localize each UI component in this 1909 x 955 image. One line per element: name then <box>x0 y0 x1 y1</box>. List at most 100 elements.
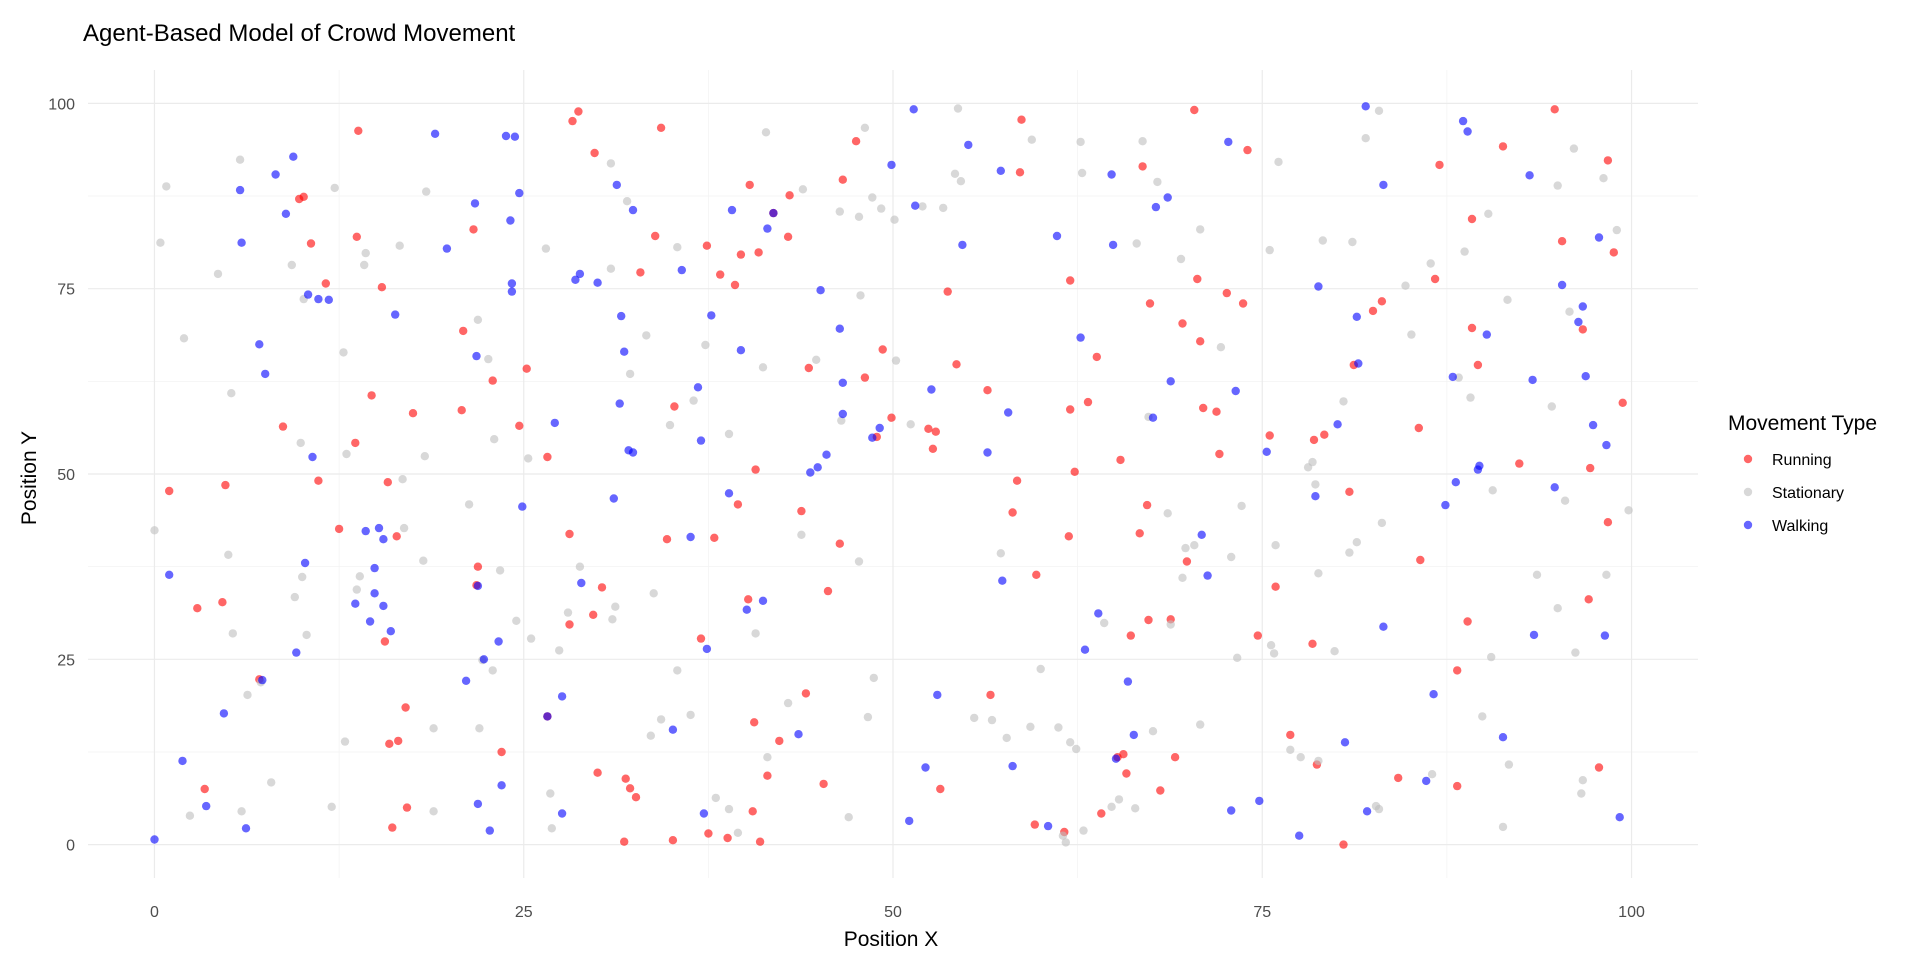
point-running <box>668 836 678 845</box>
point-walking <box>1151 202 1161 212</box>
point-running <box>408 409 418 418</box>
point-stationary <box>996 549 1005 558</box>
point-walking <box>628 205 638 215</box>
point-stationary <box>1503 295 1512 304</box>
point-running <box>522 364 531 373</box>
point-walking <box>1227 806 1236 815</box>
point-running <box>1196 337 1205 346</box>
point-walking <box>1557 280 1567 290</box>
point-stationary <box>854 557 864 566</box>
point-running <box>656 123 666 132</box>
point-walking <box>507 279 517 288</box>
point-stationary <box>1487 652 1496 662</box>
point-running <box>1253 631 1263 640</box>
point-running <box>1012 476 1022 485</box>
point-running <box>1430 274 1440 284</box>
point-walking <box>308 452 317 462</box>
point-running <box>1308 639 1317 648</box>
point-stationary <box>495 566 505 575</box>
point-walking <box>202 801 211 811</box>
point-walking <box>281 209 291 218</box>
point-walking <box>1043 821 1053 831</box>
point-running <box>597 583 607 592</box>
point-walking <box>1311 492 1320 501</box>
point-running <box>755 837 765 846</box>
point-running <box>1066 276 1075 285</box>
point-running <box>1586 463 1595 473</box>
point-walking <box>1429 690 1438 699</box>
x-tick-label: 75 <box>1253 904 1271 921</box>
point-stationary <box>179 334 189 343</box>
point-walking <box>983 448 992 457</box>
point-running <box>887 413 896 422</box>
point-running <box>394 736 403 746</box>
point-stationary <box>970 713 979 723</box>
point-stationary <box>398 475 407 484</box>
point-running <box>299 192 308 201</box>
point-running <box>574 107 583 116</box>
point-stationary <box>689 396 698 405</box>
point-running <box>801 689 811 698</box>
point-walking <box>1525 171 1534 180</box>
point-stationary <box>856 291 865 300</box>
point-stationary <box>327 802 336 811</box>
y-tick-label: 50 <box>57 467 75 484</box>
point-stationary <box>1599 174 1608 183</box>
point-walking <box>1602 440 1611 450</box>
point-running <box>1453 666 1462 675</box>
point-running <box>1265 431 1274 440</box>
point-running <box>1414 423 1424 433</box>
point-walking <box>485 826 494 835</box>
point-stationary <box>1504 760 1514 769</box>
point-running <box>878 345 887 354</box>
point-walking <box>1458 116 1468 126</box>
point-stationary <box>608 615 617 624</box>
point-stationary <box>1237 501 1246 511</box>
point-walking <box>615 399 624 408</box>
point-walking <box>758 596 768 605</box>
point-walking <box>351 599 360 608</box>
legend-key-stationary <box>1743 487 1753 497</box>
point-running <box>783 232 793 241</box>
point-running <box>1286 730 1295 740</box>
point-stationary <box>656 715 666 724</box>
point-running <box>321 279 330 288</box>
point-running <box>565 620 574 629</box>
point-stationary <box>1547 402 1557 411</box>
point-running <box>621 774 630 783</box>
point-walking <box>1463 127 1472 136</box>
point-walking <box>1475 461 1484 470</box>
point-stationary <box>1460 247 1469 256</box>
point-running <box>1345 487 1354 496</box>
point-walking <box>1295 831 1304 840</box>
point-running <box>745 180 754 190</box>
point-stationary <box>1577 789 1586 798</box>
point-stationary <box>1569 144 1579 153</box>
point-running <box>775 736 784 746</box>
point-running <box>1603 518 1613 527</box>
point-running <box>983 386 992 395</box>
point-walking <box>806 468 815 477</box>
point-stationary <box>1054 723 1063 732</box>
point-walking <box>1340 738 1350 747</box>
point-stationary <box>1553 181 1562 190</box>
point-stationary <box>939 203 948 213</box>
point-walking <box>150 835 159 844</box>
point-stationary <box>1565 307 1574 316</box>
point-stationary <box>1401 281 1410 290</box>
point-stationary <box>1061 838 1071 847</box>
point-walking <box>1588 420 1598 430</box>
point-walking <box>1231 386 1240 396</box>
point-stationary <box>1002 733 1011 743</box>
point-stationary <box>1488 486 1497 495</box>
point-walking <box>550 418 559 428</box>
point-running <box>1017 115 1026 124</box>
point-running <box>986 690 995 700</box>
point-running <box>457 406 466 415</box>
point-walking <box>742 605 751 614</box>
point-walking <box>255 340 264 349</box>
point-stationary <box>541 244 551 253</box>
point-stationary <box>360 260 369 270</box>
point-stationary <box>162 182 171 191</box>
point-walking <box>1379 622 1388 631</box>
